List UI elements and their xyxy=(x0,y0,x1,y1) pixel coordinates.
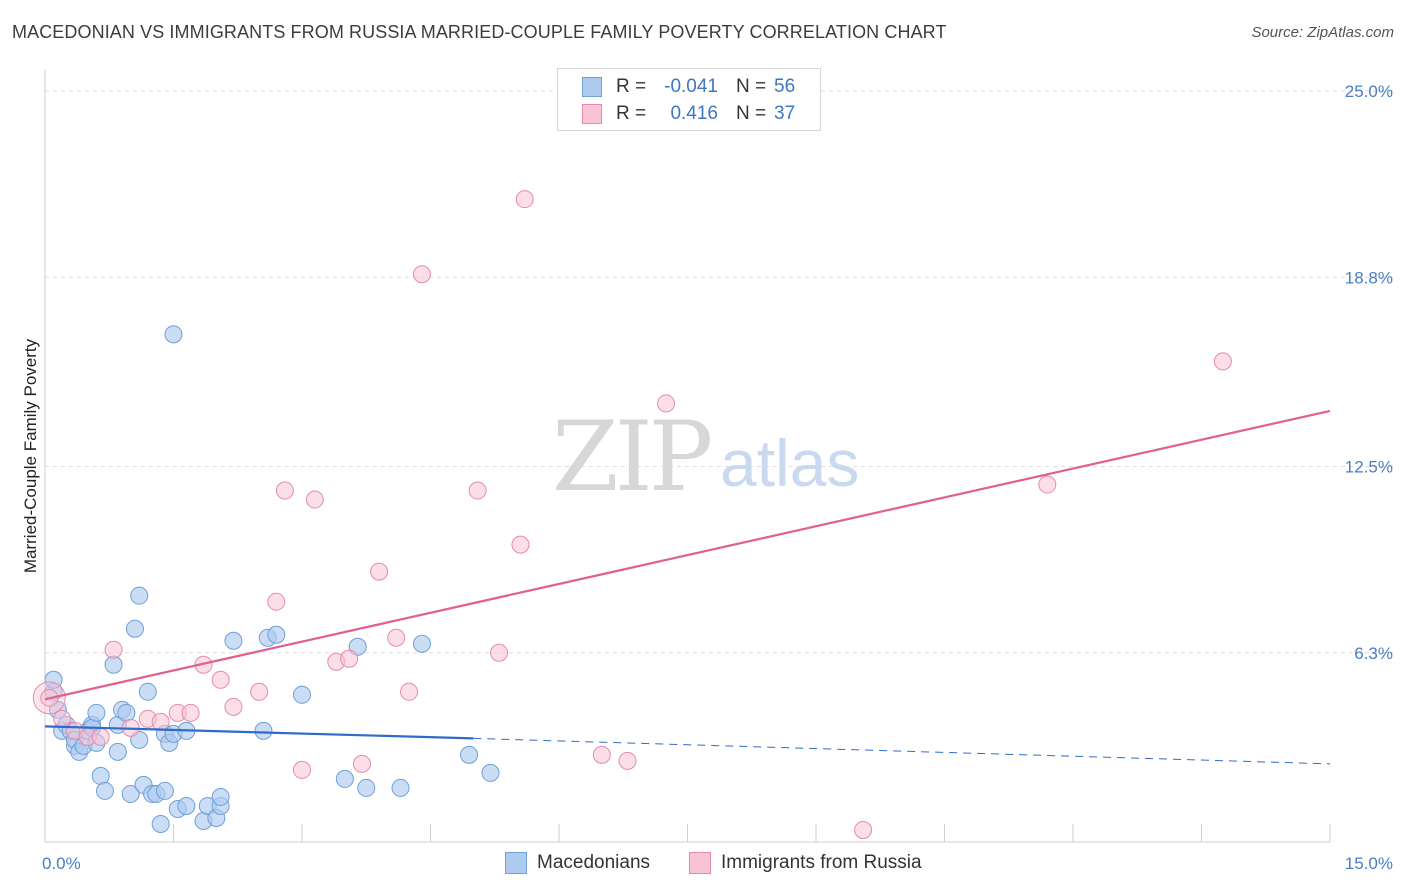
russia-point xyxy=(352,754,371,773)
macedonians-point xyxy=(391,778,410,797)
legend-r-label: R = xyxy=(616,103,647,124)
chart-title: MACEDONIAN VS IMMIGRANTS FROM RUSSIA MAR… xyxy=(12,22,947,42)
macedonians-point xyxy=(121,784,140,803)
macedonians-trendline xyxy=(44,725,474,740)
macedonians-point xyxy=(164,325,183,344)
legend-label-russia: Immigrants from Russia xyxy=(721,852,922,873)
legend-n-label: N = xyxy=(736,76,767,97)
russia-point xyxy=(275,481,294,500)
x-tick-labels: 0.0% 15.0% xyxy=(42,854,1393,873)
russia-point xyxy=(211,670,230,689)
macedonians-points xyxy=(44,325,500,833)
macedonians-point xyxy=(293,685,311,704)
legend-swatch-pink xyxy=(689,852,711,874)
russia-point xyxy=(592,745,611,764)
legend-row-russia: R = 0.416 N = 37 xyxy=(582,102,795,126)
series-legend: Macedonians Immigrants from Russia xyxy=(0,852,1406,878)
macedonians-point xyxy=(125,619,144,638)
y-tick-label: 25.0% xyxy=(1345,82,1393,101)
macedonians-trendline xyxy=(473,737,1331,765)
macedonians-point xyxy=(138,682,157,701)
macedonians-point xyxy=(211,787,230,806)
legend-row-macedonians: R = -0.041 N = 56 xyxy=(582,75,795,99)
russia-point xyxy=(412,265,431,284)
russia-point xyxy=(181,703,200,722)
macedonians-point xyxy=(460,745,479,764)
macedonians-point xyxy=(130,586,149,605)
russia-point xyxy=(224,697,243,716)
y-tick-labels: 6.3% 12.5% 18.8% 25.0% xyxy=(1345,82,1393,663)
russia-point xyxy=(387,628,406,647)
legend-n-value: 56 xyxy=(774,76,796,97)
correlation-legend: R = -0.041 N = 56 R = 0.416 N = 37 xyxy=(557,68,821,131)
russia-point xyxy=(618,751,637,770)
macedonians-point xyxy=(254,721,273,740)
x-tick-label: 15.0% xyxy=(1345,854,1393,873)
watermark: ZIP atlas xyxy=(552,401,859,513)
macedonians-point xyxy=(224,631,243,650)
y-tick-label: 12.5% xyxy=(1345,458,1393,477)
russia-point xyxy=(854,820,873,839)
russia-point xyxy=(293,760,311,779)
russia-point xyxy=(370,562,389,581)
legend-r-label: R = xyxy=(616,76,647,97)
russia-point xyxy=(515,190,534,209)
x-tick-label: 0.0% xyxy=(42,854,81,873)
russia-point xyxy=(400,682,419,701)
russia-point xyxy=(657,394,676,413)
source-label: Source: ZipAtlas.com xyxy=(1251,24,1394,41)
legend-label-macedonians: Macedonians xyxy=(537,852,651,873)
y-tick-label: 6.3% xyxy=(1354,644,1393,663)
macedonians-point xyxy=(155,781,174,800)
legend-swatch-pink xyxy=(582,104,602,124)
russia-point xyxy=(340,649,359,668)
macedonians-point xyxy=(335,769,354,788)
russia-point xyxy=(305,490,324,509)
legend-r-value: -0.041 xyxy=(664,76,718,97)
legend-swatch-blue xyxy=(505,852,527,874)
macedonians-point xyxy=(87,703,106,722)
legend-n-value: 37 xyxy=(774,103,796,124)
russia-trendline xyxy=(44,409,1331,701)
russia-point xyxy=(53,709,72,728)
grid-lines xyxy=(45,90,1395,654)
y-axis-label: Married-Couple Family Poverty xyxy=(21,338,40,573)
macedonians-point xyxy=(104,655,123,674)
watermark-zip: ZIP xyxy=(552,401,711,513)
russia-point xyxy=(1038,475,1057,494)
macedonians-point xyxy=(91,766,110,785)
russia-point xyxy=(104,640,123,659)
legend-r-value: 0.416 xyxy=(670,103,718,124)
macedonians-point xyxy=(481,763,500,782)
y-tick-label: 18.8% xyxy=(1345,268,1393,287)
legend-item-russia: Immigrants from Russia xyxy=(689,852,922,874)
russia-point xyxy=(468,481,487,500)
russia-point xyxy=(511,535,530,554)
russia-point xyxy=(1213,352,1232,371)
macedonians-point xyxy=(95,781,114,800)
legend-n-label: N = xyxy=(736,103,767,124)
legend-item-macedonians: Macedonians xyxy=(505,852,650,874)
macedonians-point xyxy=(177,796,196,815)
russia-point xyxy=(490,643,509,662)
russia-point xyxy=(91,727,110,746)
macedonians-point xyxy=(117,703,136,722)
russia-point xyxy=(151,712,170,731)
watermark-atlas: atlas xyxy=(720,426,859,500)
macedonians-point xyxy=(108,742,127,761)
legend-swatch-blue xyxy=(582,77,602,97)
macedonians-point xyxy=(151,814,170,833)
macedonians-point xyxy=(267,625,286,644)
macedonians-point xyxy=(357,778,376,797)
russia-points xyxy=(32,190,1232,839)
trendlines xyxy=(44,409,1331,765)
russia-point xyxy=(250,682,269,701)
russia-point xyxy=(267,592,286,611)
macedonians-point xyxy=(412,634,431,653)
